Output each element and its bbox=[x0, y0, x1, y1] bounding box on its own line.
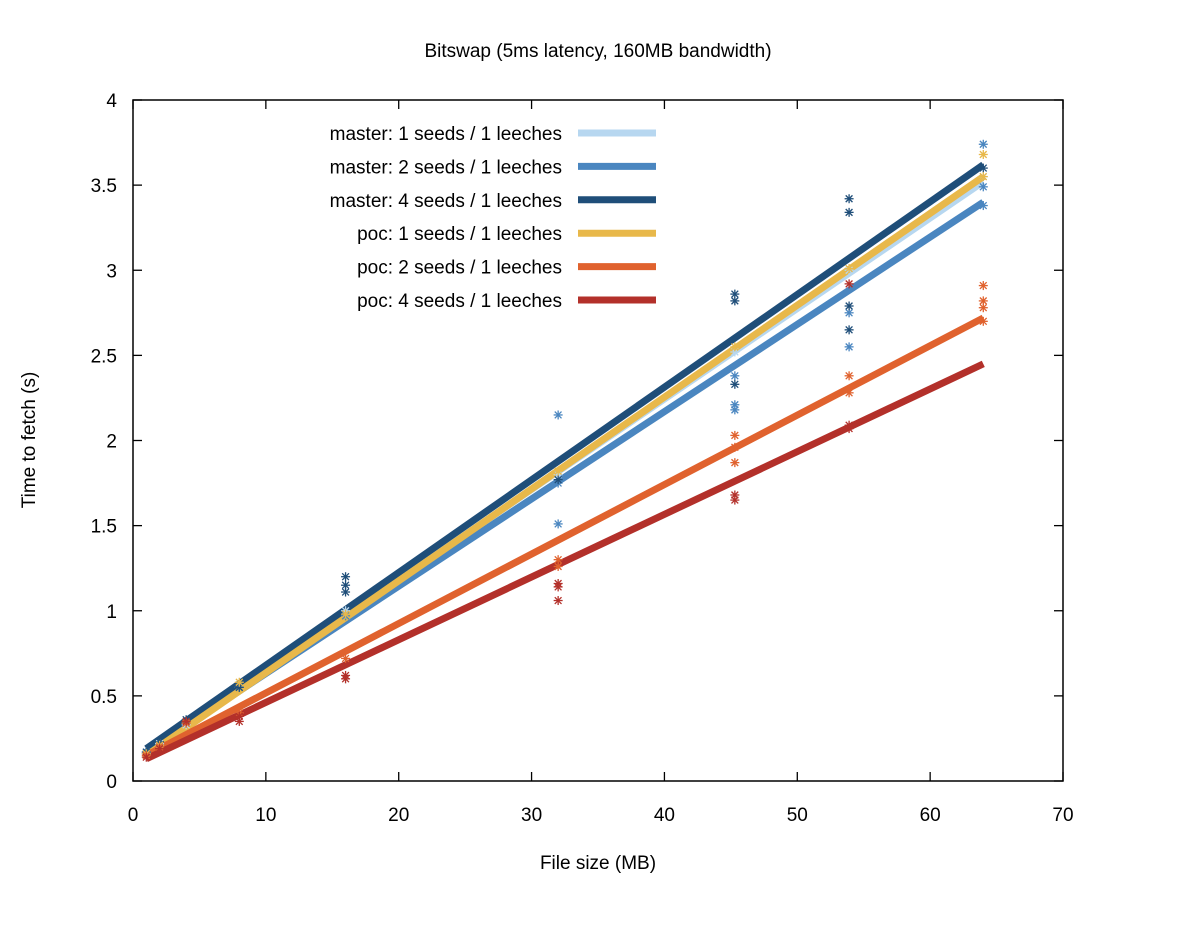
data-point-6 bbox=[844, 279, 854, 289]
data-point-4 bbox=[978, 172, 988, 182]
fit-line-6 bbox=[144, 360, 985, 763]
data-point-5 bbox=[341, 653, 351, 663]
data-point-5 bbox=[730, 442, 740, 452]
x-tick-label: 50 bbox=[787, 805, 808, 826]
y-tick-label: 2 bbox=[106, 432, 117, 453]
legend-label-1: master: 1 seeds / 1 leeches bbox=[330, 124, 562, 145]
data-point-2 bbox=[978, 139, 988, 149]
data-point-4 bbox=[844, 264, 854, 274]
data-point-6 bbox=[553, 579, 563, 589]
x-tick-label: 40 bbox=[654, 805, 675, 826]
data-point-5 bbox=[730, 430, 740, 440]
y-tick-label: 0 bbox=[106, 772, 117, 793]
data-point-6 bbox=[730, 490, 740, 500]
data-point-5 bbox=[978, 281, 988, 291]
data-point-4 bbox=[234, 677, 244, 687]
data-point-2 bbox=[730, 371, 740, 381]
data-point-3 bbox=[341, 587, 351, 597]
y-tick-label: 1 bbox=[106, 602, 117, 623]
data-point-3 bbox=[844, 301, 854, 311]
fit-lines bbox=[144, 161, 986, 763]
fit-line-5 bbox=[144, 314, 985, 759]
x-tick-label: 20 bbox=[388, 805, 409, 826]
data-point-2 bbox=[844, 342, 854, 352]
legend: master: 1 seeds / 1 leeches master: 2 see… bbox=[330, 124, 656, 312]
chart-title: Bitswap (5ms latency, 160MB bandwidth) bbox=[424, 41, 771, 62]
y-axis-label: Time to fetch (s) bbox=[19, 372, 40, 509]
y-axis: 0 0.5 1 1.5 2 2.5 3 3.5 4 bbox=[91, 91, 1063, 793]
y-tick-label: 4 bbox=[106, 91, 117, 112]
data-points bbox=[141, 139, 988, 762]
data-point-3 bbox=[730, 289, 740, 299]
data-point-6 bbox=[181, 716, 191, 726]
data-point-4 bbox=[553, 466, 563, 476]
data-point-4 bbox=[730, 342, 740, 352]
data-point-6 bbox=[844, 420, 854, 430]
fit-line-3 bbox=[144, 161, 986, 752]
y-tick-label: 3.5 bbox=[91, 176, 117, 197]
data-point-4 bbox=[978, 149, 988, 159]
y-tick-label: 3 bbox=[106, 261, 117, 282]
x-tick-label: 0 bbox=[128, 805, 139, 826]
data-point-6 bbox=[155, 744, 165, 754]
legend-label-2: master: 2 seeds / 1 leeches bbox=[330, 157, 562, 178]
data-point-3 bbox=[844, 194, 854, 204]
legend-label-3: master: 4 seeds / 1 leeches bbox=[330, 191, 562, 212]
data-point-5 bbox=[844, 371, 854, 381]
data-point-5 bbox=[978, 316, 988, 326]
data-point-5 bbox=[844, 388, 854, 398]
y-tick-label: 2.5 bbox=[91, 346, 117, 367]
data-point-2 bbox=[553, 519, 563, 529]
data-point-2 bbox=[844, 308, 854, 318]
y-tick-label: 0.5 bbox=[91, 687, 117, 708]
data-point-3 bbox=[844, 207, 854, 217]
data-point-3 bbox=[341, 572, 351, 582]
data-point-6 bbox=[553, 596, 563, 606]
data-point-3 bbox=[844, 325, 854, 335]
data-point-3 bbox=[341, 580, 351, 590]
x-tick-label: 10 bbox=[255, 805, 276, 826]
y-tick-label: 1.5 bbox=[91, 517, 117, 538]
x-tick-label: 30 bbox=[521, 805, 542, 826]
data-point-6 bbox=[234, 711, 244, 721]
fit-line-4 bbox=[144, 173, 986, 759]
data-point-3 bbox=[730, 379, 740, 389]
data-point-5 bbox=[978, 296, 988, 306]
x-axis-label: File size (MB) bbox=[540, 853, 656, 874]
data-point-2 bbox=[553, 410, 563, 420]
x-tick-label: 70 bbox=[1052, 805, 1073, 826]
legend-label-4: poc: 1 seeds / 1 leeches bbox=[357, 224, 562, 245]
data-point-3 bbox=[978, 163, 988, 173]
data-point-5 bbox=[730, 458, 740, 468]
data-point-2 bbox=[730, 400, 740, 410]
data-point-4 bbox=[341, 609, 351, 619]
data-point-2 bbox=[978, 182, 988, 192]
legend-label-5: poc: 2 seeds / 1 leeches bbox=[357, 258, 562, 279]
legend-label-6: poc: 4 seeds / 1 leeches bbox=[357, 291, 562, 312]
data-point-6 bbox=[141, 752, 151, 762]
data-point-2 bbox=[978, 201, 988, 211]
x-axis: 0 10 20 30 40 50 60 70 bbox=[128, 100, 1074, 826]
data-point-5 bbox=[553, 555, 563, 565]
data-point-3 bbox=[553, 475, 563, 485]
x-tick-label: 60 bbox=[920, 805, 941, 826]
data-point-6 bbox=[341, 670, 351, 680]
